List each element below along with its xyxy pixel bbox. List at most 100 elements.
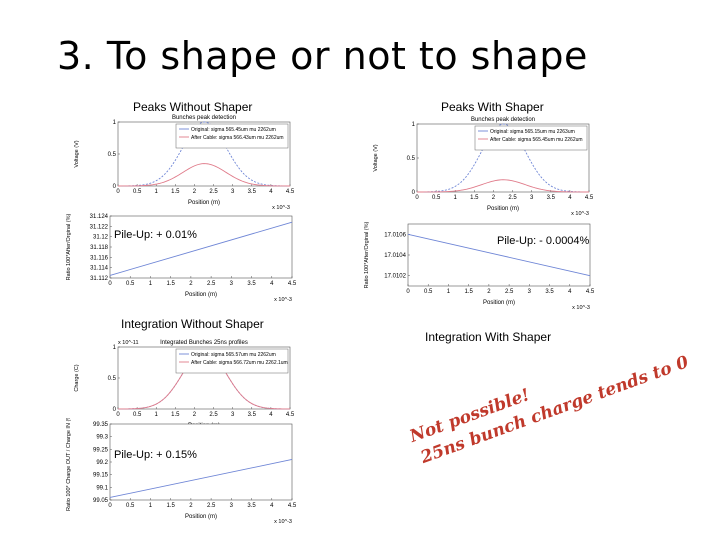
pileup-label-integration: Pile-Up: + 0.15% [114, 449, 197, 461]
series-line [407, 233, 591, 277]
x-axis-label: Position (m) [185, 292, 217, 298]
x-tick-label: 2.5 [207, 503, 216, 509]
y-tick-label: 31.122 [90, 224, 109, 230]
chart-integration-without-shaper: Integrated Bunches 25ns profiles 0 0.5 1 1.5… [70, 335, 302, 433]
x-tick-label: 3.5 [247, 503, 256, 509]
legend-entry: After Cable: sigma 566.72um mu 2262.1um [191, 360, 288, 366]
y-tick-label: 31.112 [90, 276, 109, 282]
x-tick-label: 3.5 [248, 412, 257, 418]
y-tick-label: 99.35 [93, 422, 109, 428]
x-tick-label: 1 [155, 412, 159, 418]
y-tick-label: 99.05 [93, 498, 109, 504]
x-tick-label: 3.5 [547, 195, 556, 201]
chart-title: Bunches peak detection [172, 115, 236, 121]
y-axis-label: Voltage (V) [373, 144, 379, 171]
series-line [109, 459, 293, 498]
series-line [117, 121, 291, 187]
y-tick-label: 31.12 [93, 235, 109, 241]
label-peaks-with-shaper: Peaks With Shaper [441, 100, 544, 114]
chart-pileup-with-shaper: 0 0.5 1 1.5 2 2.5 3 3.5 4 4.5 17.0102 17.0104 17.010… [360, 218, 602, 310]
x-tick-label: 2.5 [209, 412, 218, 418]
x-tick-label: 4 [269, 189, 273, 195]
y-tick-label: 17.0104 [384, 253, 406, 259]
x-tick-label: 3 [231, 189, 235, 195]
series-line [109, 221, 293, 276]
y-axis-label: Ratio 100* Charge OUT / Charge IN (%) [66, 418, 72, 511]
x-exponent: x 10^-3 [272, 205, 290, 210]
x-tick-label: 3.5 [248, 189, 257, 195]
x-tick-label: 4.5 [586, 289, 595, 295]
x-exponent: x 10^-3 [274, 519, 292, 524]
legend-box [175, 348, 289, 374]
y-tick-label: 99.25 [93, 447, 109, 453]
y-tick-label: 31.118 [90, 245, 109, 251]
x-tick-label: 2 [189, 281, 193, 287]
x-tick-label: 2 [193, 412, 197, 418]
x-exponent: x 10^-3 [274, 297, 292, 302]
y-tick-label: 1 [412, 122, 416, 128]
x-tick-label: 2 [193, 189, 197, 195]
y-tick-label: 0.5 [407, 156, 416, 162]
label-peaks-without-shaper: Peaks Without Shaper [133, 100, 253, 114]
y-tick-label: 99.15 [93, 473, 109, 479]
x-exponent: x 10^-3 [571, 211, 589, 216]
y-exponent: x 10^-11 [118, 340, 139, 346]
series-line [416, 123, 590, 193]
x-tick-label: 3.5 [247, 281, 256, 287]
x-tick-label: 1.5 [171, 189, 180, 195]
y-tick-label: 0 [113, 407, 117, 413]
series-line [416, 179, 590, 193]
y-tick-label: 31.124 [90, 214, 109, 220]
y-tick-label: 0 [113, 184, 117, 190]
x-tick-label: 0 [415, 195, 419, 201]
label-integration-without-shaper: Integration Without Shaper [121, 317, 264, 331]
y-tick-label: 99.3 [96, 435, 108, 441]
label-integration-with-shaper: Integration With Shaper [425, 330, 552, 344]
x-tick-label: 1 [447, 289, 451, 295]
chart-svg: 0 0.5 1 1.5 2 2.5 3 3.5 4 4.5 99.05 99.1 99.15 99.2 99… [66, 418, 297, 524]
chart-svg: 0 0.5 1 1.5 2 2.5 3 3.5 4 4.5 31.112 31.114 31.116 31… [66, 214, 297, 302]
x-tick-label: 0.5 [126, 503, 135, 509]
chart-pileup-without-shaper: 0 0.5 1 1.5 2 2.5 3 3.5 4 4.5 31.112 31.114 31.116 31… [62, 210, 304, 302]
x-tick-label: 4.5 [288, 503, 297, 509]
y-tick-label: 0 [412, 190, 416, 196]
x-tick-label: 3 [230, 503, 234, 509]
slide-title: 3. To shape or not to shape [57, 34, 588, 78]
x-tick-label: 2 [487, 289, 491, 295]
x-tick-label: 0.5 [133, 412, 142, 418]
x-tick-label: 4 [568, 195, 572, 201]
x-tick-label: 0.5 [133, 189, 142, 195]
legend-entry: After Cable: sigma 565.45um mu 2262um [490, 137, 583, 143]
x-tick-label: 1 [155, 189, 159, 195]
chart-peaks-with-shaper: Bunches peak detection 0 0.5 1 1.5 2 2.5 3 3.5 4 4… [369, 112, 601, 216]
pileup-label-with-shaper: Pile-Up: - 0.0004% [497, 235, 590, 247]
y-tick-label: 31.116 [90, 255, 109, 261]
y-axis-label: Ratio 100*After/Orginal (%) [364, 222, 370, 289]
x-tick-label: 2.5 [207, 281, 216, 287]
chart-title: Bunches peak detection [471, 117, 535, 123]
chart-svg: Bunches peak detection 0 0.5 1 1.5 2 2.5 3 3.5 4 4… [74, 115, 295, 210]
x-tick-label: 4 [269, 412, 273, 418]
plot-frame [109, 215, 293, 279]
pileup-label-without-shaper: Pile-Up: + 0.01% [114, 229, 197, 241]
y-tick-label: 1 [113, 120, 117, 126]
x-axis-label: Position (m) [188, 200, 220, 206]
x-tick-label: 2.5 [505, 289, 514, 295]
x-tick-label: 0.5 [432, 195, 441, 201]
x-tick-label: 0 [108, 281, 112, 287]
series-line [118, 163, 290, 187]
x-tick-label: 2 [189, 503, 193, 509]
x-tick-label: 0.5 [424, 289, 433, 295]
x-axis-label: Position (m) [185, 514, 217, 520]
x-tick-label: 0 [406, 289, 410, 295]
chart-svg: Bunches peak detection 0 0.5 1 1.5 2 2.5 3 3.5 4 4… [373, 117, 594, 216]
x-tick-label: 1 [149, 503, 153, 509]
x-tick-label: 3 [231, 412, 235, 418]
x-exponent: x 10^-3 [572, 305, 590, 310]
legend-box [175, 123, 289, 149]
chart-peaks-without-shaper: Bunches peak detection 0 0.5 1 1.5 2 2.5 3 3.5 4 4… [70, 110, 302, 210]
x-tick-label: 3 [230, 281, 234, 287]
x-tick-label: 3 [530, 195, 534, 201]
x-tick-label: 4.5 [585, 195, 594, 201]
y-axis-label: Charge (C) [74, 364, 80, 391]
